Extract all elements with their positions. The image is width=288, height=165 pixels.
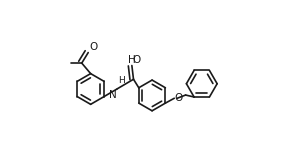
Text: O: O — [133, 55, 141, 65]
Text: O: O — [89, 42, 97, 52]
Text: O: O — [175, 93, 183, 103]
Text: N: N — [109, 90, 116, 100]
Text: H: H — [119, 76, 125, 85]
Text: H: H — [128, 55, 136, 65]
